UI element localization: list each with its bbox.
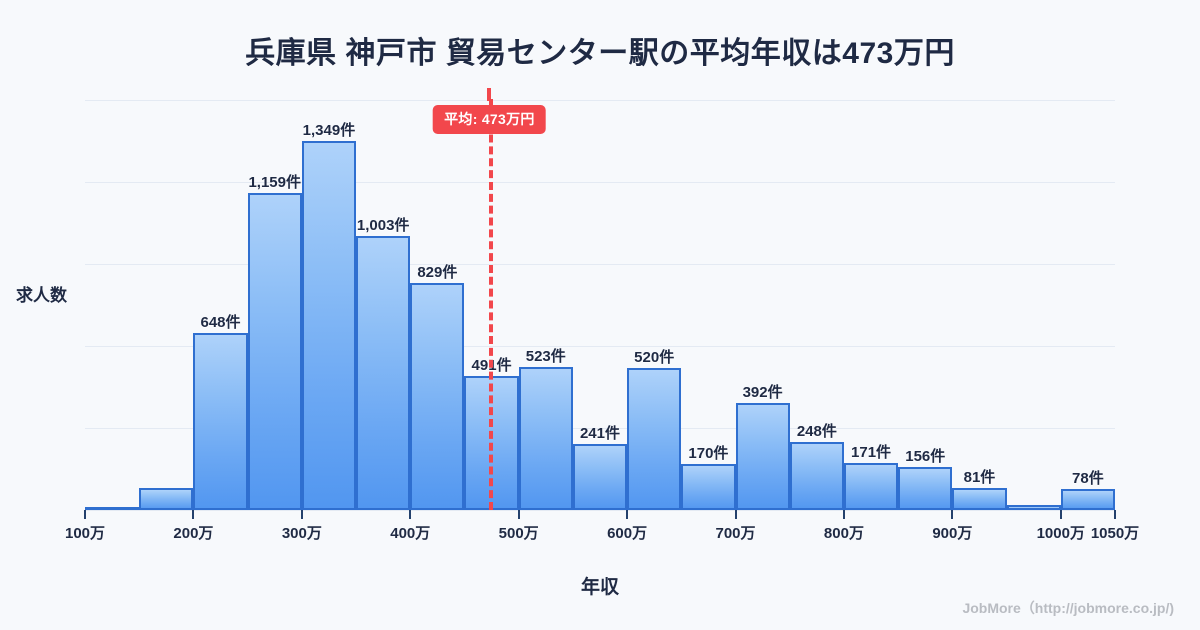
x-axis-tick	[734, 510, 737, 519]
gridline	[85, 346, 1115, 347]
x-axis-tick-label: 1050万	[1090, 525, 1140, 542]
gridline	[85, 428, 1115, 429]
histogram-bar[interactable]	[518, 367, 573, 510]
x-axis-tick-label: 300万	[281, 525, 322, 542]
bar-value-label: 156件	[905, 448, 946, 466]
histogram-bar[interactable]	[1006, 504, 1061, 510]
histogram-bar[interactable]	[193, 332, 248, 510]
page-title: 兵庫県 神戸市 貿易センター駅の平均年収は473万円	[245, 37, 955, 70]
histogram-bar[interactable]	[789, 442, 844, 510]
histogram-bar[interactable]	[139, 487, 194, 510]
bar-value-label: 248件	[796, 423, 837, 441]
x-axis-tick	[626, 510, 629, 519]
histogram-bar[interactable]	[572, 444, 628, 510]
histogram-bar[interactable]	[843, 463, 899, 510]
bar-value-label: 1,349件	[302, 122, 356, 140]
histogram-bar[interactable]	[898, 467, 953, 510]
bar-value-label: 392件	[742, 383, 783, 401]
histogram-bar[interactable]	[735, 402, 790, 510]
x-axis-tick-label: 200万	[173, 525, 214, 542]
bar-value-label: 170件	[688, 444, 729, 462]
bar-value-label: 1,159件	[248, 174, 301, 192]
x-axis-tick-label: 1000万	[1036, 525, 1085, 542]
x-axis-tick-label: 100万	[64, 525, 106, 542]
histogram-bar[interactable]	[410, 283, 465, 510]
bar-value-label: 523件	[525, 348, 566, 366]
gridline	[85, 264, 1115, 265]
bar-value-label: 648件	[200, 313, 241, 331]
x-axis-tick	[1114, 510, 1116, 519]
x-axis-baseline	[85, 508, 1115, 510]
plot-area: 648件 1,159件 1,349件 1,003件 829件 491件 523件 241件 52…	[84, 99, 1116, 519]
x-axis-title: 年収	[580, 577, 619, 598]
average-badge: 平均: 473万円	[433, 105, 546, 134]
x-axis-tick	[951, 510, 954, 519]
gridline	[85, 182, 1115, 183]
bar-value-label: 520件	[634, 348, 675, 366]
histogram-bar[interactable]	[952, 487, 1007, 510]
x-axis-tick-label: 900万	[932, 525, 973, 542]
x-axis-tick-label: 800万	[823, 525, 864, 542]
bar-value-label: 1,003件	[356, 216, 410, 234]
x-axis-tick	[409, 510, 412, 519]
bar-value-label: 171件	[851, 444, 892, 462]
x-axis-tick	[517, 510, 520, 519]
histogram-bar[interactable]	[247, 193, 302, 510]
histogram-bar[interactable]	[1060, 488, 1115, 510]
average-line	[489, 99, 494, 510]
histogram-bar[interactable]	[681, 463, 736, 510]
gridline	[85, 100, 1115, 101]
gridline	[85, 510, 1115, 511]
x-axis-tick	[1059, 510, 1062, 519]
bar-value-label: 81件	[963, 468, 996, 486]
x-axis-tick-label: 700万	[715, 525, 756, 542]
histogram-bar[interactable]	[627, 367, 682, 510]
x-axis-tick	[192, 510, 195, 519]
x-axis-tick-label: 600万	[607, 525, 648, 542]
y-axis-title: 求人数	[16, 286, 67, 305]
bar-value-label: 829件	[417, 264, 458, 282]
bar-value-label: 78件	[1072, 469, 1104, 487]
footer-credit: JobMore（http://jobmore.co.jp/)	[962, 600, 1174, 616]
x-axis-tick	[300, 510, 303, 519]
bar-value-label: 241件	[579, 425, 620, 443]
x-axis-tick-label: 500万	[498, 525, 539, 542]
x-axis-tick	[842, 510, 845, 519]
average-badge-stem	[487, 88, 492, 101]
x-axis-tick-label: 400万	[390, 525, 431, 542]
x-axis-tick	[84, 510, 86, 519]
histogram-bar[interactable]	[356, 235, 411, 510]
histogram-bar[interactable]	[301, 141, 357, 510]
